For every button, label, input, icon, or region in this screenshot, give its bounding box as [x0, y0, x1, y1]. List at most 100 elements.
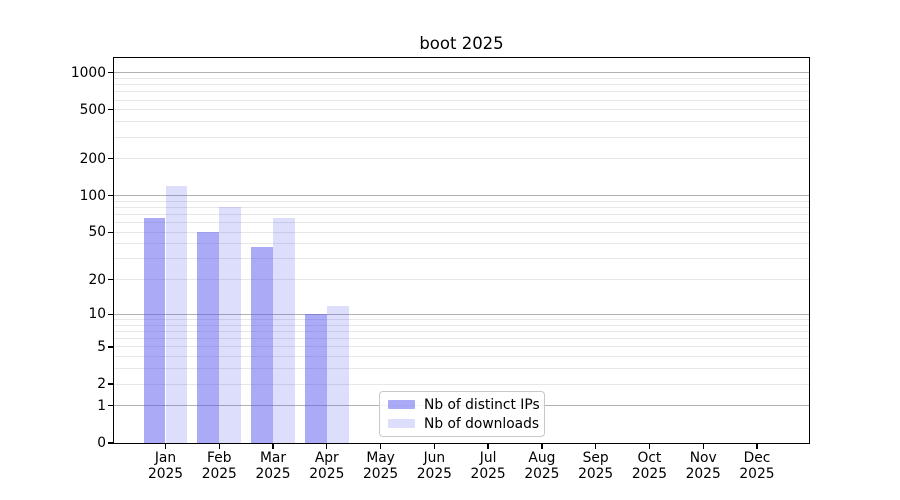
bar-distinct-ips-mar — [251, 246, 274, 443]
legend-swatch-distinct-ips — [388, 399, 415, 410]
gridline-minor — [114, 222, 809, 224]
bar-distinct-ips-jan — [143, 218, 166, 443]
bar-downloads-apr — [326, 305, 349, 443]
x-tick-label: Nov 2025 — [671, 450, 735, 482]
y-tick-mark — [108, 405, 113, 407]
x-tick-month: Feb — [207, 450, 232, 466]
y-tick-label: 1000 — [70, 64, 106, 81]
gridline-minor — [114, 77, 809, 79]
x-tick-month: May — [366, 450, 395, 466]
gridline-minor — [114, 243, 809, 245]
x-tick-mark — [218, 444, 220, 449]
x-tick-mark — [648, 444, 651, 449]
x-tick-year: 2025 — [739, 465, 775, 482]
y-tick-mark — [108, 383, 113, 385]
x-tick-label: May 2025 — [349, 450, 413, 482]
y-tick-mark — [108, 158, 113, 160]
gridline-minor — [114, 279, 809, 281]
x-tick-label: Jan 2025 — [134, 450, 198, 482]
gridline-minor — [114, 206, 809, 208]
legend-item-distinct-ips: Nb of distinct IPs — [388, 397, 544, 413]
gridline-minor — [114, 136, 809, 138]
x-tick-label: Mar 2025 — [241, 450, 305, 482]
gridline-minor — [114, 258, 809, 260]
gridline-minor — [114, 91, 809, 93]
gridline-minor — [114, 109, 809, 111]
x-tick-mark — [164, 444, 167, 449]
x-tick-label: Jul 2025 — [456, 450, 520, 482]
x-tick-year: 2025 — [363, 465, 399, 482]
x-tick-month: Jul — [479, 450, 497, 466]
x-tick-label: Sep 2025 — [564, 450, 628, 482]
y-tick-label: 100 — [79, 187, 106, 204]
x-tick-year: 2025 — [470, 465, 506, 482]
x-tick-mark — [326, 444, 328, 449]
y-tick-mark — [108, 279, 113, 281]
x-tick-month: Oct — [637, 450, 662, 466]
x-tick-label: Apr 2025 — [295, 450, 359, 482]
x-tick-year: 2025 — [255, 465, 291, 482]
x-tick-month: Nov — [689, 450, 717, 466]
x-tick-mark — [541, 444, 543, 449]
y-tick-label: 10 — [88, 306, 106, 323]
gridline-major — [114, 313, 809, 315]
y-tick-label: 0 — [97, 435, 106, 451]
y-tick-mark — [108, 72, 113, 74]
x-tick-mark — [379, 444, 382, 449]
x-tick-month: Dec — [743, 450, 771, 466]
x-tick-year: 2025 — [524, 465, 560, 482]
x-tick-month: Mar — [260, 450, 287, 466]
x-tick-label: Feb 2025 — [187, 450, 251, 482]
gridline-minor — [114, 231, 809, 233]
x-tick-year: 2025 — [578, 465, 614, 482]
legend-swatch-downloads — [388, 418, 415, 429]
x-tick-mark — [433, 444, 435, 449]
y-tick-label: 500 — [79, 101, 106, 118]
y-tick-label: 1 — [97, 397, 106, 414]
x-tick-year: 2025 — [147, 465, 184, 482]
bar-downloads-mar — [273, 218, 295, 443]
bar-downloads-feb — [219, 207, 242, 443]
gridline-minor — [114, 121, 809, 123]
bar-downloads-jan — [165, 185, 188, 443]
y-tick-label: 200 — [79, 150, 106, 167]
legend-label-distinct-ips: Nb of distinct IPs — [424, 396, 540, 413]
x-tick-label: Dec 2025 — [725, 450, 789, 482]
x-tick-mark — [272, 444, 274, 449]
bar-distinct-ips-feb — [197, 232, 220, 443]
x-tick-year: 2025 — [631, 465, 667, 482]
gridline-minor — [114, 214, 809, 216]
x-tick-month: Jun — [423, 450, 446, 466]
y-tick-label: 50 — [88, 224, 106, 241]
y-tick-mark — [108, 231, 113, 233]
gridline-minor — [114, 383, 809, 385]
legend: Nb of distinct IPs Nb of downloads — [379, 391, 545, 437]
gridline-minor — [114, 368, 809, 370]
gridline-major — [114, 72, 809, 74]
gridline-minor — [114, 319, 809, 321]
x-tick-month: Sep — [582, 450, 609, 466]
gridline-minor — [114, 158, 809, 160]
x-tick-month: Apr — [314, 450, 339, 466]
x-tick-label: Oct 2025 — [617, 450, 681, 482]
y-tick-label: 2 — [97, 376, 106, 393]
y-tick-mark — [108, 194, 113, 197]
gridline-minor — [114, 99, 809, 101]
legend-item-downloads: Nb of downloads — [388, 416, 544, 432]
y-tick-mark — [108, 109, 113, 111]
gridline-minor — [114, 346, 809, 348]
x-tick-year: 2025 — [201, 465, 237, 482]
x-tick-mark — [702, 444, 704, 449]
legend-label-downloads: Nb of downloads — [424, 415, 540, 432]
y-tick-label: 20 — [88, 271, 106, 288]
gridline-minor — [114, 200, 809, 202]
y-tick-label: 5 — [97, 338, 106, 355]
x-tick-mark — [756, 444, 758, 449]
gridline-minor — [114, 324, 809, 326]
x-tick-year: 2025 — [416, 465, 452, 482]
gridline-minor — [114, 356, 809, 358]
y-tick-mark — [108, 313, 113, 316]
bar-distinct-ips-apr — [305, 314, 327, 443]
y-tick-mark — [108, 346, 113, 348]
